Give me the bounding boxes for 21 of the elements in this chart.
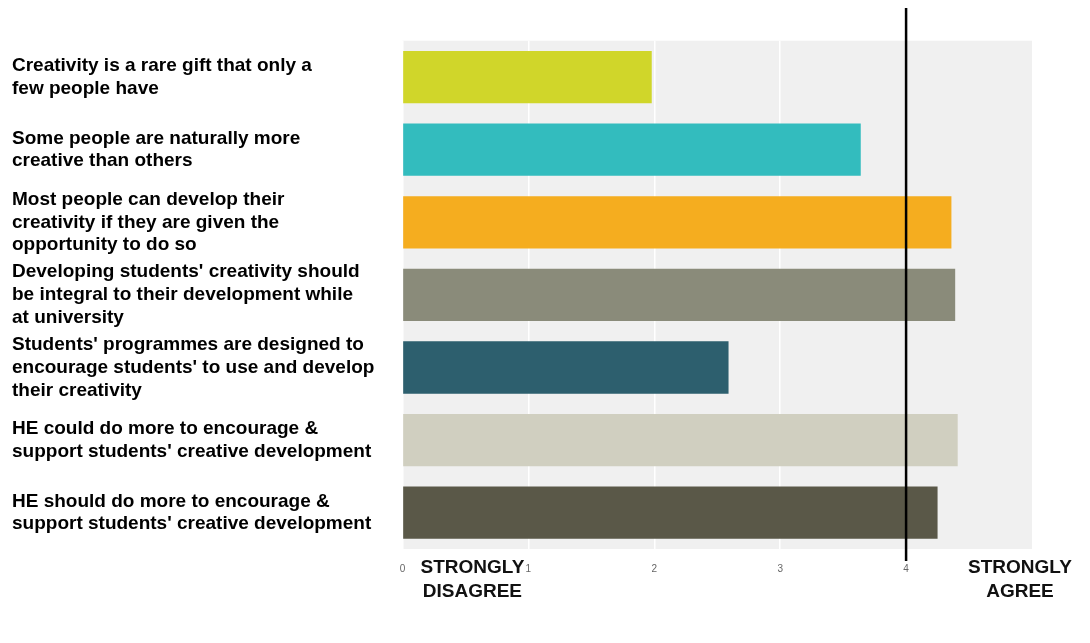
x-tick-label: 3 (777, 562, 784, 574)
y-tick-label: HE could do more to encourage & support students' creative development (12, 416, 372, 461)
bar (403, 486, 938, 539)
y-tick-label: HE should do more to encourage & support students' creative development (12, 489, 372, 534)
y-tick-label: Developing students' creativity should be integral to their development while at university (12, 260, 360, 327)
x-tick-label: 4 (903, 562, 910, 574)
bar (403, 413, 958, 467)
bar (403, 341, 729, 394)
bar (403, 123, 861, 176)
bar (403, 196, 952, 249)
y-tick-label: Students' programmes are designed to encourage students' to use and develop their creativity (12, 332, 375, 400)
text: STRONGLY AGREE (968, 556, 1073, 601)
x-tick-label: 0 (399, 562, 406, 574)
y-tick-label: Creativity is a rare gift that only a few people have (12, 53, 313, 98)
x-tick-label: 2 (651, 562, 658, 574)
bar (403, 50, 652, 104)
bar (403, 268, 956, 322)
y-tick-label: Most people can develop their creativity if they are given the opportunity to do so (12, 187, 285, 255)
x-tick-label: 1 (525, 562, 532, 574)
y-tick-label: Some people are naturally more creative than others (12, 126, 301, 171)
text: STRONGLY DISAGREE (420, 556, 525, 601)
